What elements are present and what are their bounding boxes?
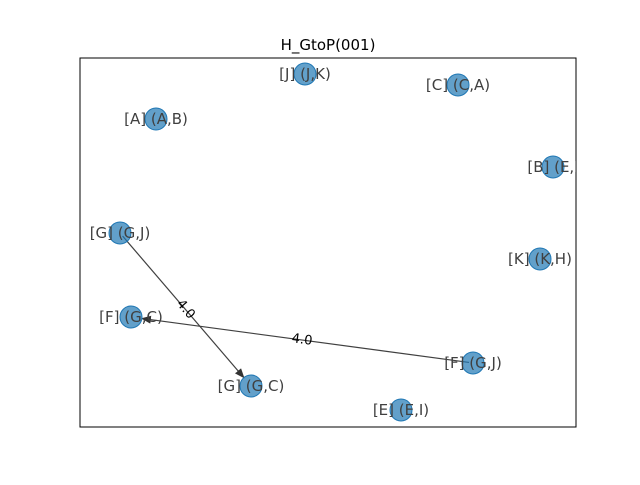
graph-node bbox=[389, 398, 413, 422]
node-label: [A] (A,B) bbox=[124, 110, 188, 128]
node-label: [C] (C,A) bbox=[426, 76, 490, 94]
node-label: [J] (J,K) bbox=[279, 65, 331, 83]
graph-node bbox=[446, 73, 470, 97]
graph-node bbox=[461, 351, 485, 375]
node-label: [K] (K,H) bbox=[508, 250, 572, 268]
graph-title: H_GtoP(001) bbox=[281, 36, 376, 55]
edge-label: 4.0 bbox=[173, 297, 198, 322]
edge-F2-F1 bbox=[140, 315, 470, 364]
graph-node bbox=[108, 221, 132, 245]
edge-label: 4.0 bbox=[291, 331, 314, 349]
node-label: [B] (E,I bbox=[527, 158, 578, 176]
plot-frame bbox=[79, 57, 577, 428]
graph-node bbox=[528, 247, 552, 271]
edges-layer bbox=[122, 235, 470, 379]
graph-node bbox=[144, 107, 168, 131]
graph-node bbox=[293, 62, 317, 86]
labels-layer: 4.0 4.0 [J] (J,K) [C] (C,A) [A] (A,B) [B] (E,… bbox=[90, 65, 578, 419]
nodes-layer bbox=[108, 62, 565, 422]
node-label: [F] (G,J) bbox=[444, 354, 502, 372]
graph-node bbox=[541, 155, 565, 179]
node-label: [G] (G,C) bbox=[218, 377, 285, 395]
node-label: [E] (E,I) bbox=[373, 401, 429, 419]
node-label: [F] (G,C) bbox=[99, 308, 163, 326]
node-label: [G] (G,J) bbox=[90, 224, 151, 242]
graph-node bbox=[119, 305, 143, 329]
edge-G1-G2 bbox=[122, 235, 245, 379]
graph-node bbox=[239, 374, 263, 398]
